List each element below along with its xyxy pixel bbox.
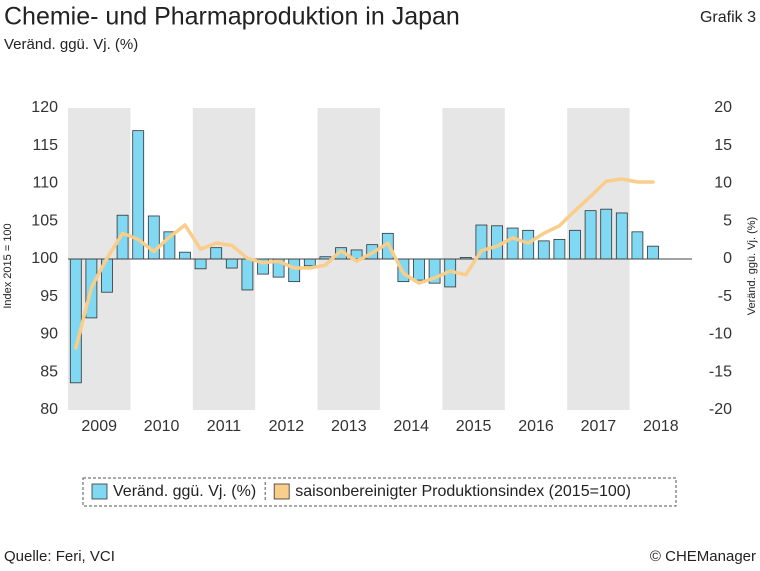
y2-axis-label: Veränd. ggü. Vj. (%): [746, 217, 758, 315]
x-tick-label: 2014: [393, 418, 429, 435]
chart-label: Grafik 3: [700, 9, 756, 26]
bar: [413, 258, 425, 281]
legend-swatch: [91, 483, 108, 500]
y2-tick-label: -20: [709, 401, 732, 418]
y-tick-label: 105: [31, 212, 58, 229]
x-tick-label: 2011: [207, 418, 242, 435]
y-tick-label: 95: [40, 288, 58, 305]
source: Quelle: Feri, VCI: [4, 548, 115, 565]
bar: [194, 258, 207, 270]
legend-label: saisonbereinigter Produktionsindex (2015…: [295, 483, 631, 500]
bar: [631, 231, 644, 260]
x-tick-label: 2017: [581, 418, 617, 435]
y-tick-label: 120: [31, 99, 58, 116]
bar: [288, 258, 301, 283]
y-tick-label: 80: [40, 401, 58, 418]
bar: [506, 227, 519, 260]
bar: [69, 258, 82, 384]
bar: [600, 208, 613, 260]
line: [74, 177, 655, 350]
bar: [569, 229, 581, 260]
y2-tick-label: 0: [723, 250, 732, 267]
bar: [179, 251, 191, 260]
bar: [210, 247, 223, 260]
y2-tick-label: 20: [714, 99, 732, 116]
chart-title: Chemie- und Pharmaproduktion in Japan: [4, 3, 460, 31]
x-tick-label: 2016: [518, 418, 554, 435]
bar: [647, 245, 659, 260]
y2-tick-label: -5: [718, 288, 732, 305]
bar: [615, 212, 628, 260]
bar: [241, 258, 254, 291]
y-tick-label: 115: [32, 137, 58, 154]
y2-tick-label: 5: [723, 212, 732, 229]
y2-tick-label: -10: [709, 326, 732, 343]
y-axis-label: Index 2015 = 100: [2, 223, 14, 308]
x-tick-label: 2018: [643, 418, 679, 435]
x-tick-label: 2010: [144, 418, 180, 435]
credit: © CHEManager: [650, 548, 756, 565]
y-tick-label: 100: [31, 250, 58, 267]
chart-subtitle: Veränd. ggü. Vj. (%): [4, 36, 138, 53]
bar: [225, 258, 238, 269]
y-tick-label: 110: [32, 175, 58, 192]
y2-tick-label: -15: [709, 363, 732, 380]
legend-box: [82, 477, 677, 507]
legend-swatch: [273, 483, 290, 500]
bar: [537, 240, 550, 260]
y-tick-label: 85: [40, 363, 58, 380]
bar: [553, 238, 566, 260]
bar: [303, 258, 316, 267]
y2-tick-label: 15: [714, 137, 732, 154]
x-tick-label: 2015: [456, 418, 492, 435]
x-tick-label: 2012: [269, 418, 305, 435]
legend-label: Veränd. ggü. Vj. (%): [113, 483, 256, 500]
bar: [584, 210, 597, 260]
x-tick-label: 2009: [81, 418, 117, 435]
y-tick-label: 90: [40, 326, 58, 343]
x-tick-label: 2013: [331, 418, 367, 435]
y2-tick-label: 10: [714, 175, 732, 192]
